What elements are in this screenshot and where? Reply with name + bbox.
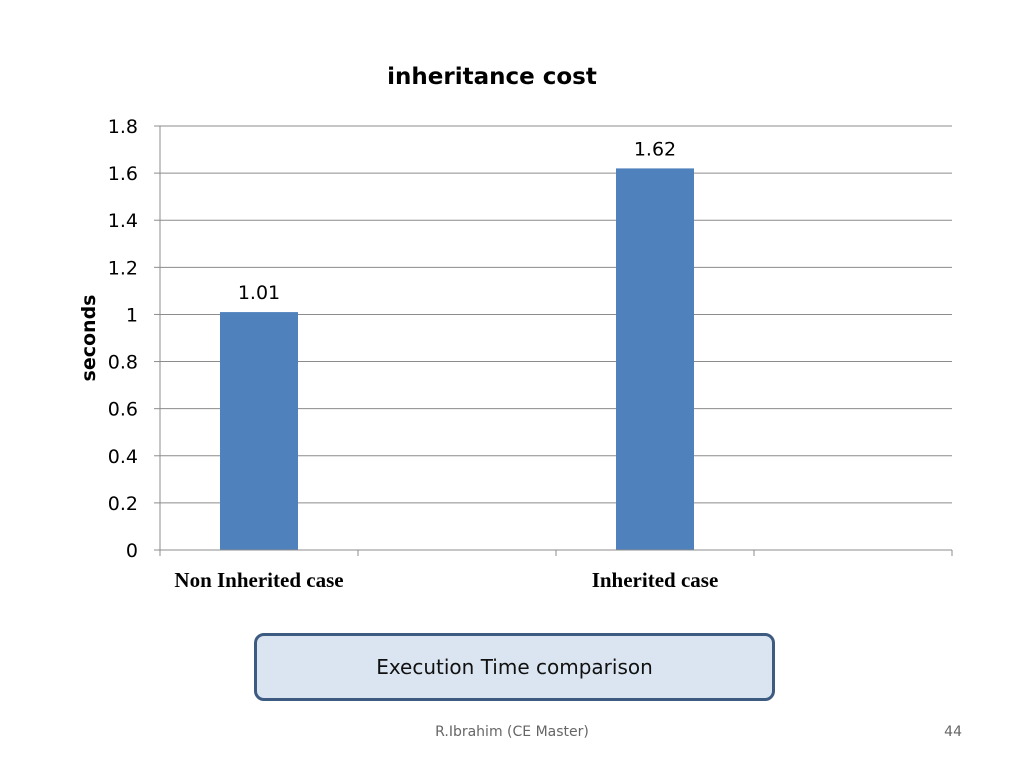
y-tick-label: 0.8 <box>108 352 138 374</box>
x-category-label: Inherited case <box>592 568 719 592</box>
data-label: 1.62 <box>634 138 676 160</box>
y-tick-label: 0.2 <box>108 493 138 515</box>
data-label: 1.01 <box>238 282 280 304</box>
y-tick-label: 1 <box>126 304 138 326</box>
page-number: 44 <box>944 724 962 740</box>
y-tick-label: 1.8 <box>108 116 138 138</box>
y-tick-label: 0.6 <box>108 399 138 421</box>
y-tick-label: 0.4 <box>108 446 138 468</box>
caption-text: Execution Time comparison <box>376 655 653 679</box>
x-category-label: Non Inherited case <box>174 568 343 592</box>
caption-box: Execution Time comparison <box>254 633 775 701</box>
bar <box>616 168 694 550</box>
y-tick-label: 1.2 <box>108 257 138 279</box>
chart-title: inheritance cost <box>387 64 597 90</box>
y-axis-label: seconds <box>78 295 100 382</box>
footer-author: R.Ibrahim (CE Master) <box>435 724 589 740</box>
y-tick-label: 1.4 <box>108 210 138 232</box>
bar <box>220 312 298 550</box>
y-tick-label: 1.6 <box>108 163 138 185</box>
bars <box>220 168 694 550</box>
y-tick-label: 0 <box>126 540 138 562</box>
axes <box>154 125 953 556</box>
bar-chart: inheritance cost seconds 0 0.2 0.4 0.6 0.8 1 1… <box>78 64 953 592</box>
labels: 0 0.2 0.4 0.6 0.8 1 1.2 1.4 1.6 1.8 1.01 Non Inheri… <box>108 116 719 592</box>
